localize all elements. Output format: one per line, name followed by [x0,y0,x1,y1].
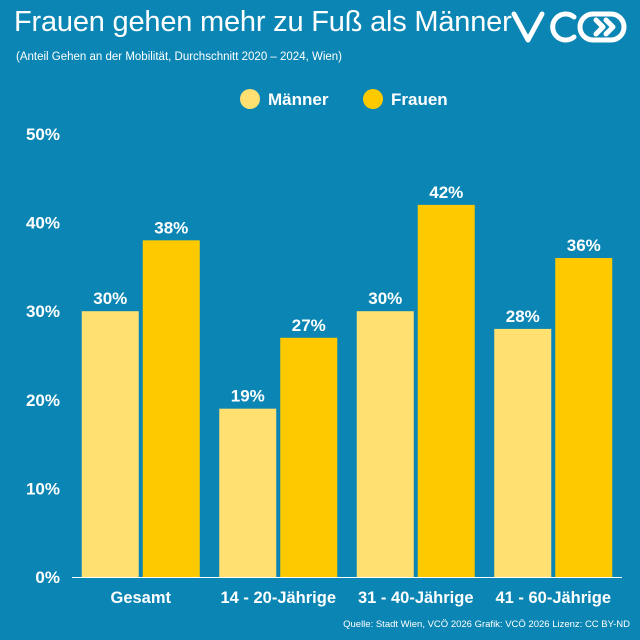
source-note: Quelle: Stadt Wien, VCÖ 2026 Grafik: VCÖ… [343,619,630,630]
x-tick-label: 31 - 40-Jährige [358,589,474,607]
data-label: 19% [231,387,265,406]
data-label: 42% [429,183,463,202]
logo-arrow-2 [603,17,616,37]
logo-letter-v [511,11,545,43]
data-label: 30% [368,289,402,308]
bar-maenner-1 [219,408,277,577]
bars: 30% 38% 19% 27% 30% 42% 28% 36% [81,183,613,577]
data-label: 36% [567,236,601,255]
legend-marker-maenner [240,89,260,109]
x-tick-label: Gesamt [110,589,171,607]
vco-logo [511,11,627,43]
y-tick-label: 50% [26,125,60,144]
data-label: 38% [154,218,188,237]
x-axis: Gesamt 14 - 20-Jährige 31 - 40-Jährige 41 -… [72,577,622,607]
legend-marker-frauen [363,89,383,109]
bar-frauen-2 [417,204,475,577]
chart-title: Frauen gehen mehr zu Fuß als Männer [14,6,512,38]
y-tick-label: 10% [26,479,60,498]
y-tick-label: 40% [26,214,60,233]
y-tick-label: 30% [26,302,60,321]
legend-label: Männer [268,90,329,109]
data-label: 30% [93,289,127,308]
y-axis: 0% 10% 20% 30% 40% 50% [26,125,60,587]
bar-frauen-1 [280,337,338,577]
logo-letter-c [550,11,577,43]
legend-label: Frauen [391,90,448,109]
x-tick-label: 41 - 60-Jährige [495,589,611,607]
y-tick-label: 0% [35,568,60,587]
y-tick-label: 20% [26,391,60,410]
legend: Männer Frauen [240,89,448,109]
bar-maenner-3 [494,328,552,577]
bar-maenner-2 [356,311,414,577]
bar-frauen-0 [142,240,200,577]
x-tick-label: 14 - 20-Jährige [220,589,336,607]
bar-frauen-3 [555,258,613,577]
logo-arrow-1 [593,17,606,37]
logo-letter-o [577,11,627,43]
chart-subtitle: (Anteil Gehen an der Mobilität, Durchsch… [16,51,343,63]
data-label: 27% [292,316,326,335]
bar-maenner-0 [81,311,139,577]
data-label: 28% [506,307,540,326]
